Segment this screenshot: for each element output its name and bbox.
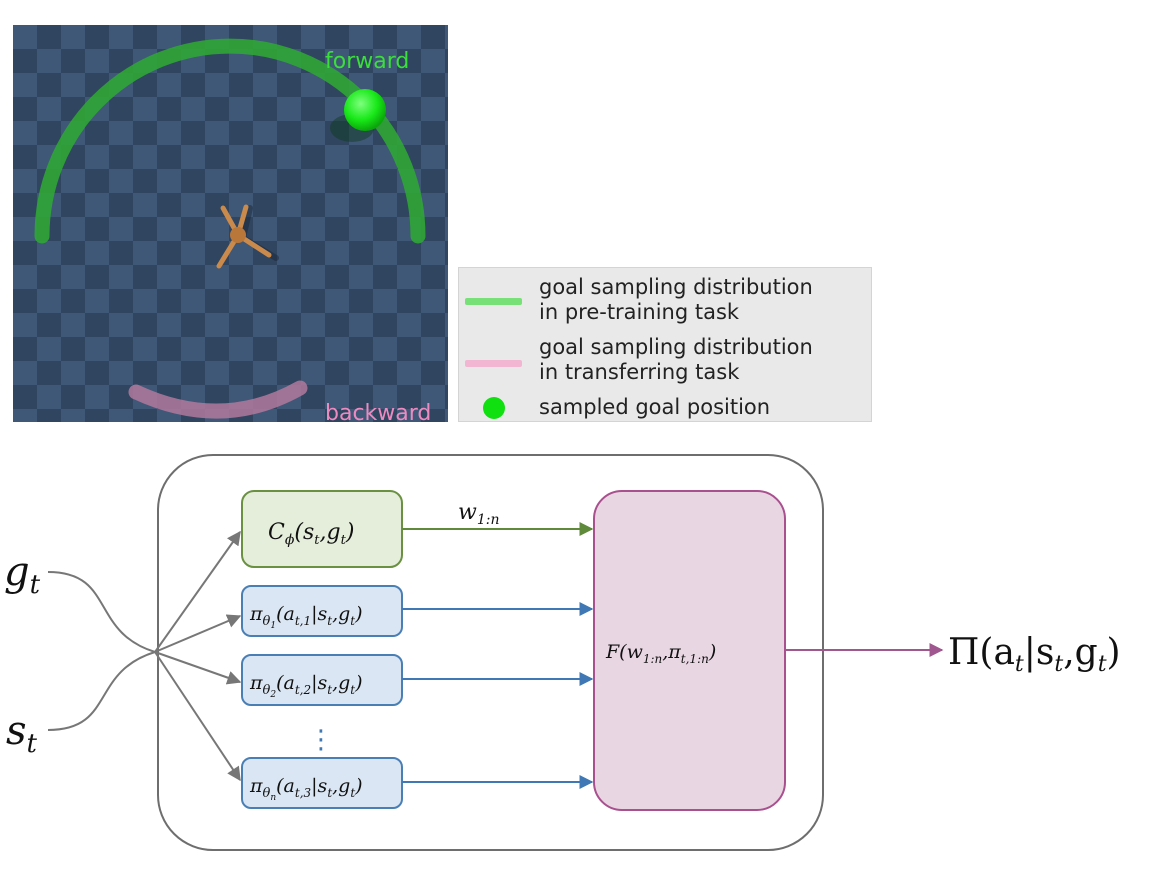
legend-marker-goal: [483, 397, 505, 419]
legend-swatch-pretraining: [465, 298, 522, 305]
backward-label: backward: [325, 401, 431, 425]
legend-swatch-transferring: [465, 360, 522, 367]
policy-label-n: πθn(at,3|st,gt): [249, 775, 363, 803]
arrow-to-policy-2: [154, 651, 242, 685]
fusion-label: F(w1:n,πt,1:n): [605, 641, 716, 666]
state-input-curve: [47, 651, 156, 731]
pretraining-goal-arc: [34, 38, 426, 244]
policy-label-2: πθ2(at,2|st,gt): [249, 672, 363, 700]
legend-label-pretraining: goal sampling distribution in pre-traini…: [539, 275, 813, 324]
output-policy-label: Π(at|st,gt): [948, 632, 1121, 677]
arrow-to-classifier: [154, 530, 241, 653]
state-input-label: st: [6, 708, 38, 759]
ant-environment-scene: forward backward: [13, 25, 448, 425]
policy-label-1: πθ1(at,1|st,gt): [249, 603, 363, 631]
transferring-goal-arc: [128, 380, 308, 419]
policy-box-1: [241, 585, 403, 637]
policy-ellipsis: ⋮: [308, 725, 334, 755]
goal-input-label: gt: [4, 549, 41, 600]
legend-label-goal: sampled goal position: [539, 395, 771, 419]
legend-label-transferring: goal sampling distribution in transferri…: [539, 335, 813, 384]
sampled-goal-ball: [344, 89, 386, 131]
legend: goal sampling distribution in pre-traini…: [458, 267, 872, 422]
weights-label: w1:n: [458, 500, 499, 528]
ant-agent-icon: [216, 204, 279, 269]
goal-input-curve: [47, 571, 156, 653]
forward-label: forward: [325, 49, 409, 74]
arrow-to-policy-n: [154, 651, 241, 782]
arrow-to-policy-1: [154, 614, 242, 653]
classifier-label: Cϕ(st,gt): [268, 520, 354, 548]
